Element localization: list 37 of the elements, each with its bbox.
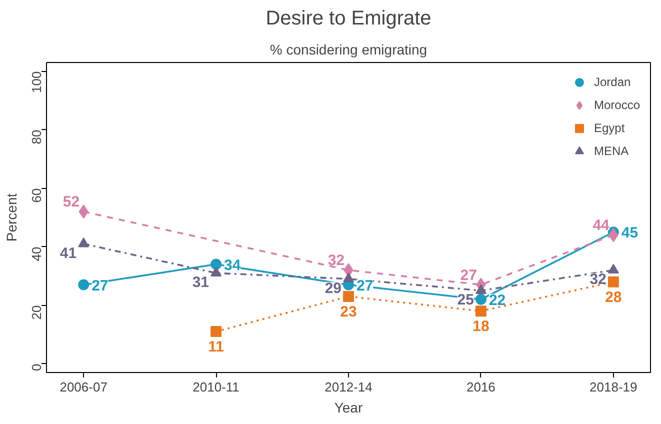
chart-subtitle: % considering emigrating (270, 42, 428, 58)
data-label: 41 (60, 244, 77, 262)
y-tick-label: 0 (29, 364, 44, 371)
legend-label: Egypt (594, 121, 625, 135)
data-label: 31 (192, 274, 210, 292)
data-label: 34 (224, 256, 242, 274)
legend-label: Morocco (594, 98, 640, 112)
legend-label: Jordan (594, 75, 631, 89)
data-label: 28 (605, 288, 622, 306)
legend-label: MENA (594, 144, 629, 158)
data-label: 32 (590, 271, 606, 288)
data-label: 18 (472, 318, 490, 336)
data-label: 52 (62, 194, 80, 211)
x-tick-label: 2016 (466, 380, 496, 394)
x-tick-label: 2018-19 (590, 380, 638, 394)
y-axis-title: Percent (4, 193, 20, 242)
x-tick-label: 2010-11 (192, 380, 240, 394)
data-label: 25 (457, 292, 474, 309)
data-label: 27 (460, 266, 477, 284)
x-tick-label: 2012-14 (324, 380, 372, 394)
y-tick-label: 20 (29, 305, 44, 320)
y-tick-label: 100 (29, 71, 44, 93)
data-label: 27 (356, 277, 374, 294)
data-label: 32 (328, 252, 345, 270)
data-label: 45 (621, 224, 638, 242)
data-label: 11 (208, 338, 224, 356)
y-tick-label: 40 (29, 246, 44, 262)
x-tick-label: 2006-07 (60, 380, 108, 394)
x-axis-title: Year (334, 400, 363, 416)
data-label: 44 (592, 217, 610, 234)
y-tick-label: 60 (29, 188, 44, 203)
data-label: 23 (340, 303, 357, 320)
y-tick-label: 80 (29, 130, 44, 144)
data-label: 27 (92, 277, 108, 294)
data-label: 29 (324, 280, 342, 297)
chart-title: Desire to Emigrate (266, 8, 432, 30)
data-label: 22 (488, 292, 506, 309)
